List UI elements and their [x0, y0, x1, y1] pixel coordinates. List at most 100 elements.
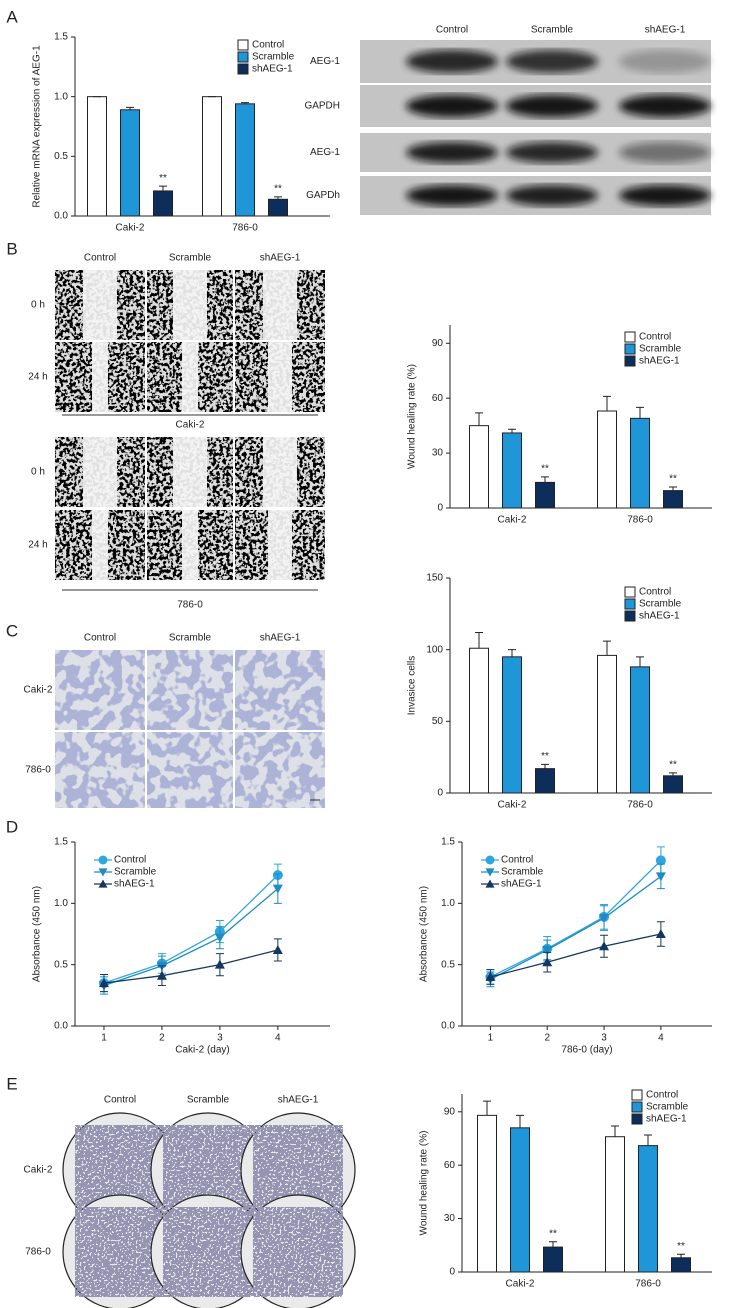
significance: ** [677, 1241, 685, 1252]
image-column-label: Scramble [187, 1095, 230, 1106]
y-tick-label: 60 [432, 393, 444, 404]
legend-swatch [237, 63, 249, 75]
image-row-label: 786-0 [25, 1247, 51, 1258]
error-bar [508, 428, 516, 433]
marker [98, 978, 109, 988]
image-column-label: shAEG-1 [260, 253, 301, 264]
panel-letter: C [6, 621, 18, 640]
marker [655, 855, 666, 866]
bar [638, 1145, 658, 1273]
blot-band [406, 49, 498, 74]
image-column-label: Control [104, 1095, 136, 1106]
blot-band [619, 94, 711, 118]
y-tick-label: 50 [432, 716, 444, 727]
x-axis-label: 786-0 (day) [561, 1045, 612, 1056]
marker [542, 957, 553, 967]
panel-letter: B [6, 239, 17, 258]
y-tick-label: 100 [426, 644, 443, 655]
y-tick-label: 1.0 [54, 91, 68, 102]
bar [630, 417, 650, 509]
y-tick-label: 0.5 [54, 151, 68, 162]
legend-marker [98, 879, 108, 888]
y-tick-label: 0.0 [441, 1021, 455, 1032]
blot-band [619, 49, 711, 74]
marker [156, 970, 167, 980]
image-texture [235, 650, 325, 730]
blot-band [406, 94, 498, 118]
bar [235, 103, 255, 217]
y-tick-label: 1.0 [441, 898, 455, 909]
error-bar [669, 772, 677, 776]
error-bar [611, 1125, 619, 1137]
image-column-label: Scramble [169, 253, 212, 264]
y-tick-label: 1.5 [54, 32, 68, 43]
x-axis-label: Caki-2 (day) [175, 1045, 229, 1056]
y-axis-label: Wound healing rate (%) [419, 1131, 430, 1236]
blot-band [619, 184, 711, 207]
marker [655, 929, 666, 938]
x-tick-label: 3 [217, 1033, 223, 1044]
marker [542, 945, 553, 955]
wound-gap [263, 437, 297, 507]
bar [630, 666, 650, 794]
y-tick-label: 90 [432, 338, 444, 349]
bar [671, 1257, 691, 1273]
error-bar [603, 395, 611, 412]
line [103, 874, 279, 984]
image-column-label: Control [84, 253, 116, 264]
y-tick-label: 150 [426, 573, 443, 584]
blot-column-label: Control [436, 25, 468, 36]
image-row-label: 0 h [31, 467, 45, 478]
legend-label: shAEG-1 [646, 1114, 687, 1125]
legend-marker [485, 868, 495, 877]
legend-swatch [624, 331, 636, 343]
bar [87, 96, 107, 217]
legend-label: Control [639, 587, 671, 598]
legend-swatch [624, 343, 636, 355]
image-texture [55, 650, 145, 730]
x-tick-label: 2 [159, 1033, 165, 1044]
image-texture [55, 732, 145, 808]
legend-swatch [624, 598, 636, 610]
colony-texture [253, 1207, 343, 1297]
significance: ** [549, 1228, 557, 1239]
blot-band [506, 184, 598, 207]
y-tick-label: 0 [437, 788, 443, 799]
line [490, 933, 662, 978]
x-tick-label: 786-0 [635, 1279, 661, 1290]
y-axis-label: Invasice cells [407, 656, 418, 715]
significance: ** [274, 184, 282, 195]
legend-swatch [624, 610, 636, 622]
error-bar [677, 1253, 685, 1258]
blot-band [506, 141, 598, 164]
significance: ** [541, 464, 549, 475]
wound-gap [92, 510, 108, 580]
significance: ** [669, 760, 677, 771]
image-column-label: Scramble [169, 633, 212, 644]
blot-row-label: GAPDh [306, 190, 340, 201]
image-texture [147, 650, 233, 730]
line [103, 888, 279, 987]
wound-gap [263, 270, 297, 340]
legend-swatch [631, 1101, 643, 1113]
blot-band [406, 141, 498, 164]
x-tick-label: 2 [544, 1033, 550, 1044]
y-axis-label: Absorbance (450 nm) [419, 886, 430, 982]
image-column-label: Control [84, 633, 116, 644]
colony-texture [75, 1207, 165, 1297]
bar [153, 190, 173, 217]
image-row-label: 786-0 [25, 765, 51, 776]
blot-row-label: AEG-1 [310, 56, 340, 67]
marker [272, 944, 283, 954]
legend-marker [98, 855, 108, 865]
wound-gap [268, 342, 292, 412]
error-bar [508, 649, 516, 657]
y-tick-label: 0.5 [54, 959, 68, 970]
bar [510, 1127, 530, 1273]
bar [268, 198, 288, 217]
image-row-label: 0 h [31, 300, 45, 311]
legend-marker [485, 879, 495, 888]
legend-swatch [237, 51, 249, 63]
line [490, 859, 662, 978]
wound-gap [182, 510, 198, 580]
